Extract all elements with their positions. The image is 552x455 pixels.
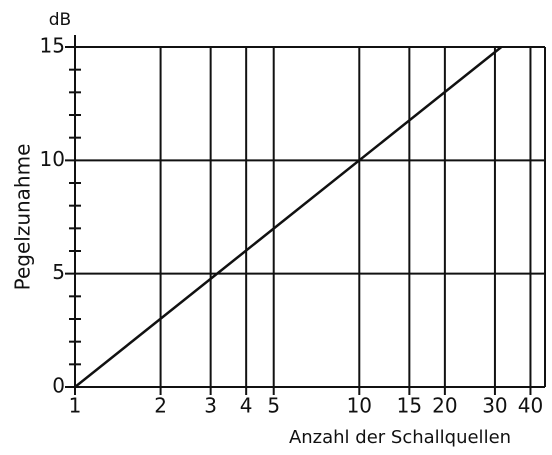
x-tick-label: 4	[240, 394, 253, 418]
x-tick-label: 1	[69, 394, 82, 418]
x-tick-label: 10	[347, 394, 372, 418]
x-tick-label: 2	[154, 394, 167, 418]
x-tick-label: 30	[482, 394, 507, 418]
x-tick-label: 15	[397, 394, 422, 418]
x-tick-label: 5	[267, 394, 280, 418]
x-tick-label: 40	[518, 394, 543, 418]
y-axis-label: Pegelzunahme	[11, 144, 35, 291]
x-axis-label: Anzahl der Schallquellen	[289, 427, 511, 448]
y-tick-label: 0	[52, 374, 65, 398]
y-tick-label: 15	[40, 34, 65, 58]
y-tick-label: 5	[52, 260, 65, 284]
data-line	[74, 46, 503, 388]
x-tick-label: 3	[204, 394, 217, 418]
x-tick-label: 20	[432, 394, 457, 418]
y-unit: dB	[49, 10, 71, 30]
y-tick-label: 10	[40, 147, 65, 171]
